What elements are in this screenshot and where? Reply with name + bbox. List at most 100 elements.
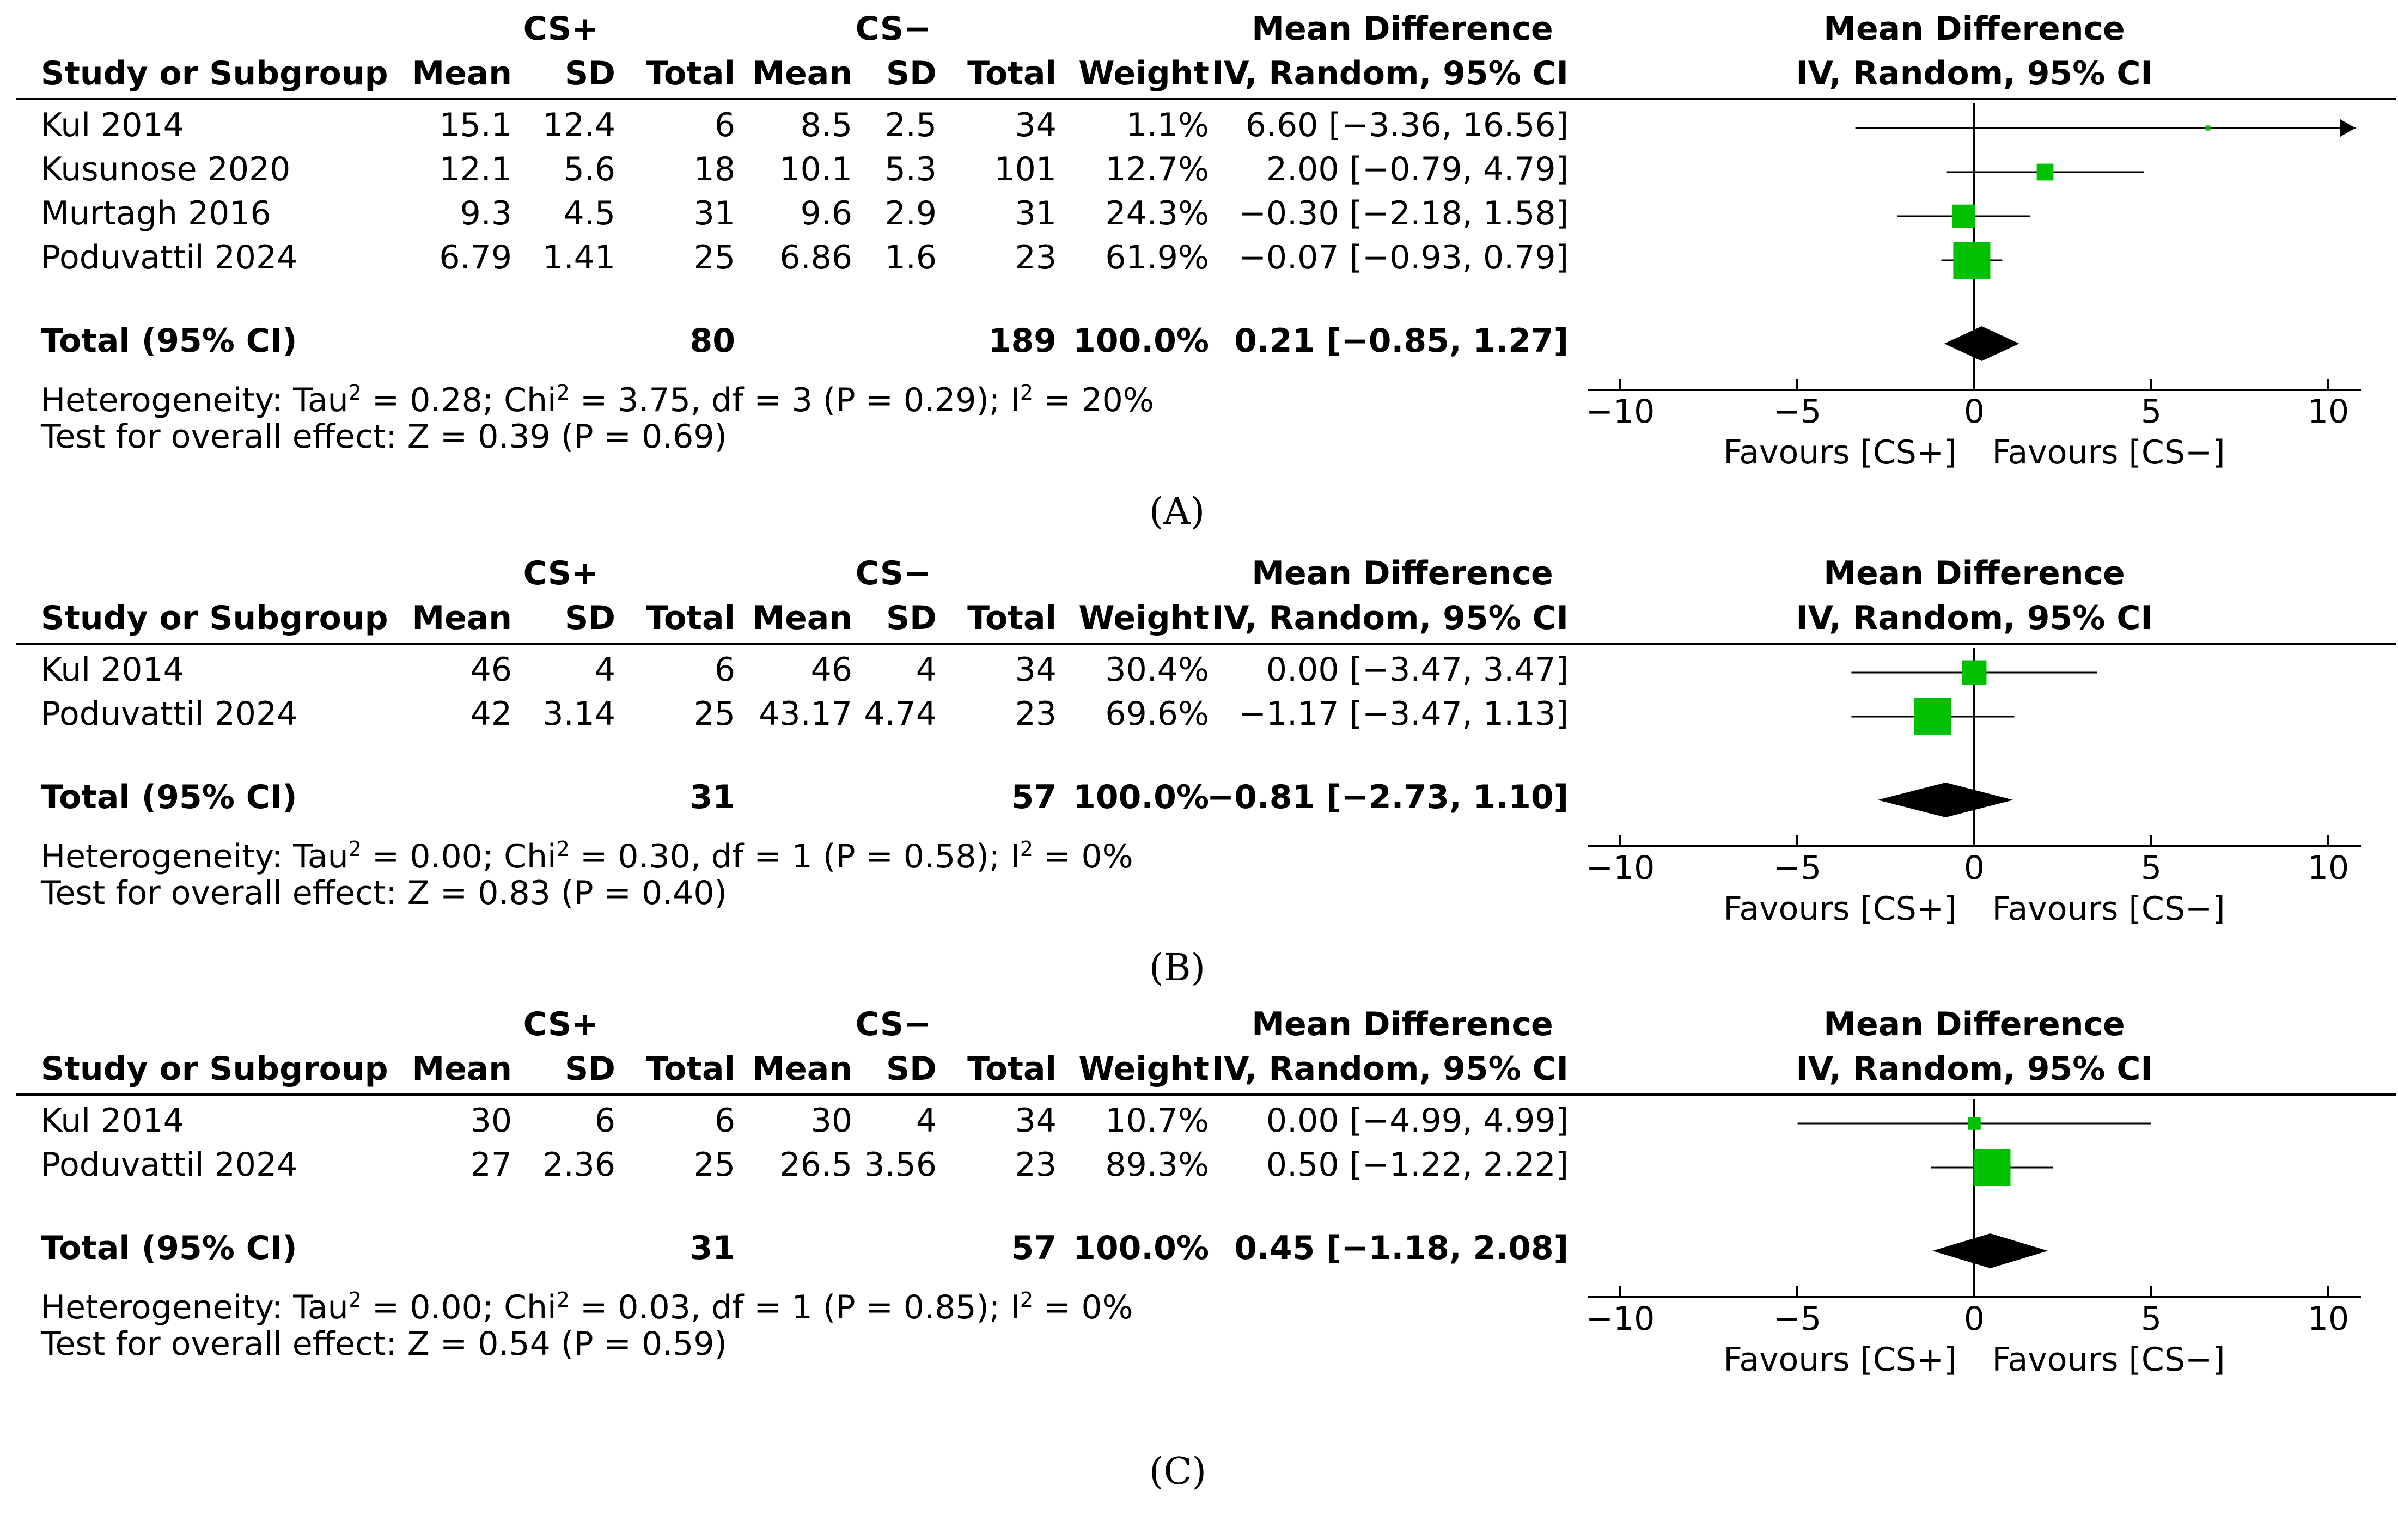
superscript-2: 2 bbox=[348, 1288, 362, 1312]
study-m2: 43.17 bbox=[759, 695, 852, 733]
x-tick-label: −10 bbox=[1586, 393, 1655, 431]
study-sd2: 4 bbox=[916, 1102, 937, 1140]
superscript-2: 2 bbox=[556, 1288, 570, 1312]
study-m2: 9.6 bbox=[800, 194, 852, 233]
study-m1: 42 bbox=[470, 695, 512, 733]
study-m1: 46 bbox=[470, 651, 512, 689]
point-estimate-square bbox=[2036, 163, 2054, 181]
forest-plot-figure: CS+ CS− Mean Difference Mean Difference Stud… bbox=[16, 10, 2396, 1493]
total-n2: 57 bbox=[1011, 778, 1057, 816]
study-n1: 18 bbox=[693, 150, 735, 188]
column-header-total: Total bbox=[646, 599, 735, 637]
group-header-cs-minus: CS− bbox=[855, 1005, 931, 1043]
total-weight: 100.0% bbox=[1073, 778, 1209, 816]
heterogeneity-text: Heterogeneity: Tau2 = 0.28; Chi2 = 3.75,… bbox=[41, 374, 1154, 419]
study-name: Murtagh 2016 bbox=[41, 194, 271, 233]
overall-effect-text: Test for overall effect: Z = 0.83 (P = 0… bbox=[41, 874, 727, 912]
column-header-study: Study or Subgroup bbox=[41, 599, 388, 637]
study-n1: 25 bbox=[693, 1146, 735, 1184]
x-tick-label: 10 bbox=[2308, 393, 2349, 431]
study-weight: 89.3% bbox=[1105, 1146, 1209, 1184]
plot-header-method: IV, Random, 95% CI bbox=[1796, 599, 2153, 637]
x-tick-label: 0 bbox=[1964, 1300, 1985, 1338]
study-sd2: 1.6 bbox=[884, 239, 937, 277]
study-n1: 6 bbox=[714, 1102, 735, 1140]
column-header-study: Study or Subgroup bbox=[41, 54, 388, 93]
point-estimate-square bbox=[1914, 698, 1951, 735]
x-tick-label: 5 bbox=[2141, 393, 2162, 431]
study-ci: 0.00 [−4.99, 4.99] bbox=[1266, 1102, 1569, 1140]
x-tick-label: 5 bbox=[2141, 849, 2162, 887]
x-tick-label: −10 bbox=[1586, 1300, 1655, 1338]
column-header-sd: SD bbox=[886, 599, 937, 637]
heterogeneity-text: Heterogeneity: Tau2 = 0.00; Chi2 = 0.30,… bbox=[41, 830, 1133, 876]
superscript-2: 2 bbox=[1020, 837, 1034, 861]
study-sd1: 5.6 bbox=[563, 150, 615, 188]
superscript-2: 2 bbox=[556, 381, 570, 405]
pooled-diamond bbox=[1932, 1233, 2048, 1268]
study-m2: 26.5 bbox=[779, 1146, 852, 1184]
study-weight: 10.7% bbox=[1105, 1102, 1209, 1140]
md-header-title: Mean Difference bbox=[1252, 1005, 1553, 1043]
study-sd2: 5.3 bbox=[884, 150, 937, 188]
x-tick-label: −5 bbox=[1773, 393, 1821, 431]
column-header-weight: Weight bbox=[1078, 1050, 1209, 1088]
total-n1: 31 bbox=[689, 1229, 736, 1267]
column-header-study: Study or Subgroup bbox=[41, 1050, 388, 1088]
pooled-diamond bbox=[1944, 326, 2019, 361]
x-tick-label: 0 bbox=[1964, 849, 1985, 887]
plot-header-method: IV, Random, 95% CI bbox=[1796, 1050, 2153, 1088]
superscript-2: 2 bbox=[1020, 1288, 1034, 1312]
study-sd2: 3.56 bbox=[864, 1146, 937, 1184]
study-m1: 9.3 bbox=[460, 194, 512, 233]
study-weight: 12.7% bbox=[1105, 150, 1209, 188]
study-name: Kul 2014 bbox=[41, 651, 184, 689]
study-sd1: 2.36 bbox=[542, 1146, 615, 1184]
heterogeneity-text: Heterogeneity: Tau2 = 0.00; Chi2 = 0.03,… bbox=[41, 1281, 1133, 1327]
column-header-mean: Mean bbox=[752, 1050, 852, 1088]
study-n2: 23 bbox=[1015, 695, 1057, 733]
study-weight: 24.3% bbox=[1105, 194, 1209, 233]
superscript-2: 2 bbox=[348, 837, 362, 861]
md-header-title: Mean Difference bbox=[1252, 554, 1553, 592]
total-weight: 100.0% bbox=[1073, 322, 1209, 360]
superscript-2: 2 bbox=[1020, 381, 1034, 405]
point-estimate-square bbox=[1968, 1117, 1981, 1130]
column-header-sd: SD bbox=[886, 54, 937, 93]
total-weight: 100.0% bbox=[1073, 1229, 1209, 1267]
study-ci: 0.50 [−1.22, 2.22] bbox=[1266, 1146, 1569, 1184]
x-tick-label: −10 bbox=[1586, 849, 1655, 887]
overall-effect-text: Test for overall effect: Z = 0.54 (P = 0… bbox=[41, 1325, 727, 1363]
panel-caption: (C) bbox=[1149, 1450, 1207, 1493]
column-header-sd: SD bbox=[886, 1050, 937, 1088]
study-ci: −1.17 [−3.47, 1.13] bbox=[1238, 695, 1569, 733]
md-header-title: Mean Difference bbox=[1252, 10, 1553, 48]
favours-right-label: Favours [CS−] bbox=[1992, 1341, 2225, 1379]
column-header-mean: Mean bbox=[412, 1050, 512, 1088]
forest-plot-C: −10 −5 0 5 10 Favours [CS+] Favours [CS−] bbox=[1586, 1099, 2361, 1379]
study-n1: 6 bbox=[714, 106, 735, 144]
heterogeneity-prefix: Heterogeneity: Tau bbox=[41, 838, 349, 876]
overall-effect-text: Test for overall effect: Z = 0.39 (P = 0… bbox=[41, 418, 727, 456]
column-header-sd: SD bbox=[564, 1050, 615, 1088]
panel-caption: (B) bbox=[1149, 946, 1206, 989]
favours-left-label: Favours [CS+] bbox=[1723, 1341, 1956, 1379]
study-sd2: 2.9 bbox=[884, 194, 937, 233]
x-tick-label: −5 bbox=[1773, 849, 1821, 887]
study-weight: 69.6% bbox=[1105, 695, 1209, 733]
column-header-mean: Mean bbox=[412, 54, 512, 93]
heterogeneity-mid1: = 0.00; Chi bbox=[361, 838, 557, 876]
x-tick-label: 10 bbox=[2308, 849, 2349, 887]
column-header-mean: Mean bbox=[752, 599, 852, 637]
study-sd1: 4 bbox=[594, 651, 615, 689]
column-header-weight: Weight bbox=[1078, 599, 1209, 637]
study-sd1: 6 bbox=[594, 1102, 615, 1140]
total-label: Total (95% CI) bbox=[41, 322, 297, 360]
column-header-mean: Mean bbox=[412, 599, 512, 637]
study-n1: 31 bbox=[693, 194, 735, 233]
group-header-cs-minus: CS− bbox=[855, 10, 931, 48]
study-ci: 6.60 [−3.36, 16.56] bbox=[1245, 106, 1569, 144]
pooled-diamond bbox=[1877, 783, 2013, 817]
heterogeneity-mid2: = 0.30, df = 1 (P = 0.58); I bbox=[569, 838, 1020, 876]
study-m2: 8.5 bbox=[800, 106, 852, 144]
